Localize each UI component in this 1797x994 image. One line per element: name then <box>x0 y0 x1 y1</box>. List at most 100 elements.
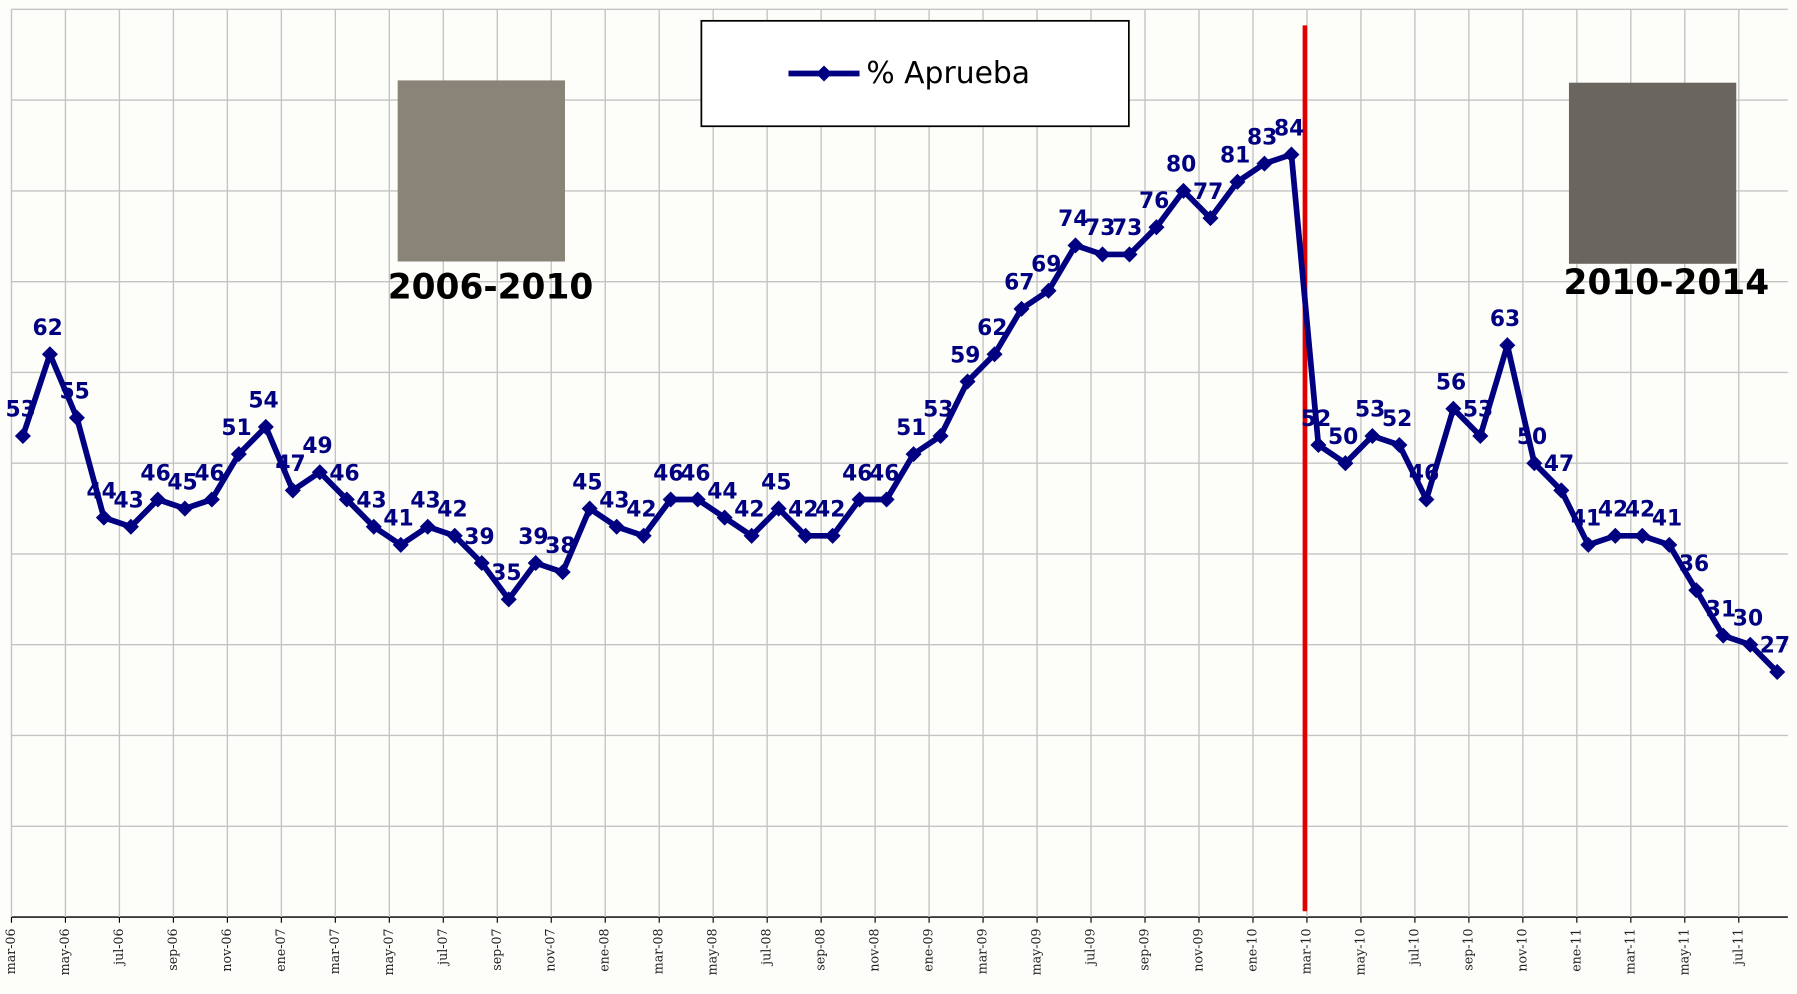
data-label: 76 <box>1139 189 1169 214</box>
x-tick-label: nov-08 <box>867 928 882 971</box>
data-label: 51 <box>896 416 926 441</box>
data-label: 46 <box>1409 461 1439 486</box>
data-label: 73 <box>1112 216 1142 241</box>
x-tick-label: ene-11 <box>1568 928 1583 971</box>
annotation: 2010-2014 <box>1564 263 1770 303</box>
data-label: 69 <box>1031 253 1061 278</box>
data-label: 42 <box>1625 498 1655 523</box>
data-label: 41 <box>1571 507 1601 532</box>
data-label: 46 <box>653 461 683 486</box>
x-tick-label: sep-10 <box>1460 928 1475 970</box>
legend-label: % Aprueba <box>866 56 1030 91</box>
data-label: 42 <box>734 498 764 523</box>
data-label: 38 <box>545 534 575 559</box>
data-label: 83 <box>1247 125 1277 150</box>
x-tick-label: sep-08 <box>813 928 828 970</box>
x-tick-label: nov-06 <box>219 928 234 971</box>
x-tick-label: nov-07 <box>543 928 558 971</box>
data-label: 42 <box>1598 498 1628 523</box>
data-label: 43 <box>356 489 386 514</box>
x-tick-label: jul-08 <box>759 928 774 966</box>
data-label: 81 <box>1220 144 1250 169</box>
data-label: 63 <box>1490 307 1520 332</box>
data-label: 77 <box>1193 180 1223 205</box>
data-label: 42 <box>437 498 467 523</box>
x-tick-label: may-06 <box>57 928 72 975</box>
x-tick-label: sep-07 <box>489 928 504 970</box>
data-label: 39 <box>518 525 548 550</box>
x-tick-label: may-09 <box>1029 928 1044 975</box>
data-label: 30 <box>1733 607 1763 632</box>
data-label: 62 <box>32 316 62 341</box>
x-tick-label: ene-08 <box>597 928 612 971</box>
x-tick-label: jul-11 <box>1730 928 1745 966</box>
data-label: 46 <box>680 461 710 486</box>
x-tick-label: ene-07 <box>273 928 288 971</box>
data-label: 53 <box>1463 398 1493 423</box>
legend: % Aprueba <box>701 21 1128 126</box>
x-tick-label: may-07 <box>381 928 396 975</box>
x-tick-label: mar-06 <box>3 928 18 974</box>
data-label: 43 <box>599 489 629 514</box>
x-tick-label: mar-07 <box>327 928 342 974</box>
x-tick-label: nov-09 <box>1190 928 1205 971</box>
data-label: 80 <box>1166 153 1196 178</box>
data-label: 56 <box>1436 371 1466 396</box>
data-label: 41 <box>1652 507 1682 532</box>
x-tick-label: mar-08 <box>651 928 666 974</box>
x-tick-label: may-10 <box>1352 928 1367 975</box>
x-tick-label: ene-09 <box>921 928 936 971</box>
photo <box>398 80 565 261</box>
data-label: 43 <box>113 489 143 514</box>
x-tick-label: jul-10 <box>1406 928 1421 966</box>
x-tick-label: may-11 <box>1676 928 1691 975</box>
data-label: 49 <box>302 434 332 459</box>
data-label: 45 <box>572 470 602 495</box>
data-label: 44 <box>86 479 116 504</box>
data-label: 41 <box>383 507 413 532</box>
data-label: 52 <box>1382 407 1412 432</box>
x-tick-label: ene-10 <box>1244 928 1259 971</box>
chart: mar-06 may-06 jul-06 sep-06 nov-06 ene-07 mar-… <box>0 0 1797 994</box>
data-label: 42 <box>815 498 845 523</box>
data-label: 53 <box>923 398 953 423</box>
data-label: 46 <box>329 461 359 486</box>
data-label: 54 <box>248 389 278 414</box>
data-label: 53 <box>1355 398 1385 423</box>
x-tick-label: mar-11 <box>1622 928 1637 974</box>
data-label: 46 <box>869 461 899 486</box>
data-label: 73 <box>1085 216 1115 241</box>
x-tick-label: sep-09 <box>1137 928 1152 970</box>
data-label: 46 <box>140 461 170 486</box>
background <box>0 0 1797 994</box>
data-label: 74 <box>1058 207 1088 232</box>
data-label: 47 <box>275 452 305 477</box>
x-tick-label: mar-10 <box>1298 928 1313 974</box>
data-label: 43 <box>410 489 440 514</box>
data-label: 47 <box>1544 452 1574 477</box>
data-label: 45 <box>167 470 197 495</box>
data-label: 31 <box>1706 597 1736 622</box>
data-label: 55 <box>59 380 89 405</box>
data-label: 59 <box>950 343 980 368</box>
data-label: 53 <box>5 398 35 423</box>
data-label: 44 <box>707 479 737 504</box>
data-label: 50 <box>1517 425 1547 450</box>
data-label: 46 <box>194 461 224 486</box>
data-label: 45 <box>761 470 791 495</box>
data-label: 39 <box>464 525 494 550</box>
data-label: 35 <box>491 561 521 586</box>
data-label: 42 <box>626 498 656 523</box>
data-label: 27 <box>1760 634 1790 659</box>
data-label: 46 <box>842 461 872 486</box>
x-tick-label: jul-06 <box>111 928 126 966</box>
data-label: 51 <box>221 416 251 441</box>
data-label: 62 <box>977 316 1007 341</box>
data-label: 67 <box>1004 271 1034 296</box>
x-tick-label: may-08 <box>705 928 720 975</box>
x-tick-label: sep-06 <box>165 928 180 970</box>
data-label: 50 <box>1328 425 1358 450</box>
photo <box>1569 83 1736 264</box>
data-label: 52 <box>1301 407 1331 432</box>
x-tick-label: nov-10 <box>1514 928 1529 971</box>
